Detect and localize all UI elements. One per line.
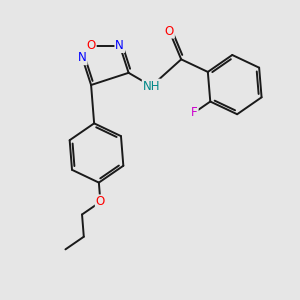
Text: F: F <box>191 106 198 119</box>
Text: O: O <box>96 195 105 208</box>
Text: N: N <box>116 39 124 52</box>
Text: O: O <box>165 25 174 38</box>
Text: N: N <box>78 51 87 64</box>
Text: NH: NH <box>143 80 160 93</box>
Text: O: O <box>86 39 96 52</box>
